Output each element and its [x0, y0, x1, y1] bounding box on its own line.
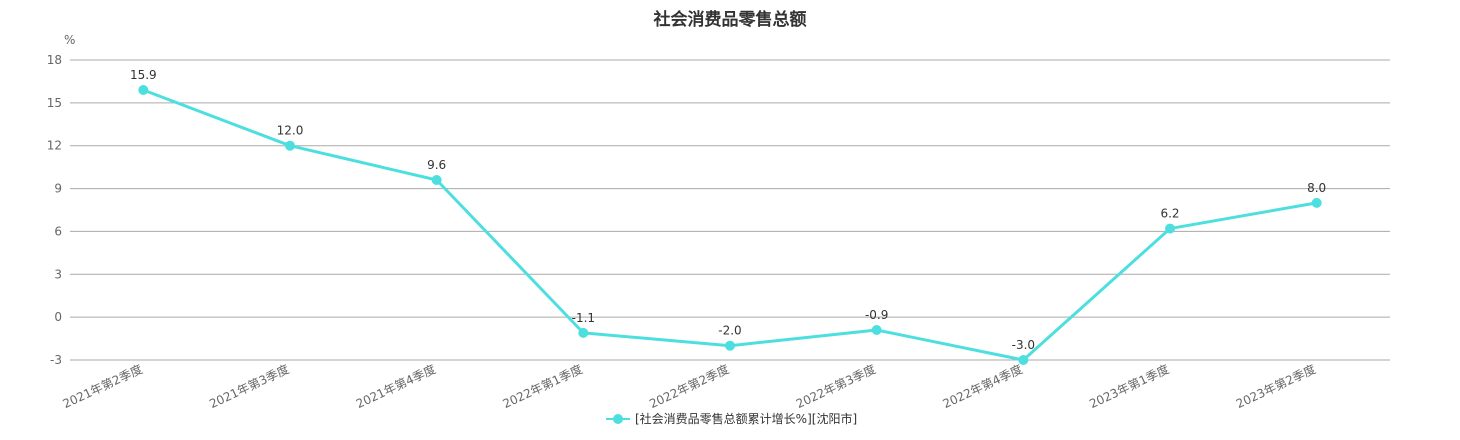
data-label: -2.0 — [718, 324, 741, 338]
series-layer — [138, 85, 1322, 365]
legend-marker-icon — [613, 414, 623, 424]
series-line — [142, 88, 1317, 362]
y-tick-label: 6 — [54, 224, 62, 238]
x-tick-label: 2022年第4季度 — [940, 361, 1024, 411]
y-tick-label: 18 — [47, 53, 62, 67]
data-label: -3.0 — [1012, 338, 1035, 352]
data-point[interactable] — [725, 340, 735, 351]
data-label: 9.6 — [427, 158, 446, 172]
y-axis-unit: % — [64, 33, 75, 47]
data-point[interactable] — [871, 325, 882, 335]
data-point[interactable] — [285, 140, 295, 151]
data-label: -0.9 — [865, 308, 888, 322]
chart-title: 社会消费品零售总额 — [653, 9, 807, 30]
x-tick-label: 2021年第4季度 — [353, 361, 437, 411]
legend-label: [社会消费品零售总额累计增长%][沈阳市] — [635, 411, 857, 426]
x-tick-label: 2023年第1季度 — [1087, 361, 1171, 411]
y-axis-ticks: 18 15 12 9 6 3 0 -3 — [47, 53, 62, 367]
data-label: -1.1 — [572, 311, 595, 325]
x-tick-label: 2023年第2季度 — [1233, 361, 1317, 411]
data-point[interactable] — [431, 175, 442, 185]
x-axis-ticks: 2021年第2季度 2021年第3季度 2021年第4季度 2022年第1季度 2022… — [60, 361, 1318, 411]
data-point[interactable] — [138, 85, 149, 95]
data-point[interactable] — [578, 327, 589, 338]
data-point[interactable] — [1311, 197, 1322, 208]
y-tick-label: 15 — [47, 96, 62, 110]
y-tick-label: -3 — [50, 353, 62, 367]
data-point[interactable] — [1018, 355, 1029, 365]
data-label: 8.0 — [1307, 181, 1326, 195]
y-tick-label: 0 — [54, 310, 62, 324]
x-tick-label: 2022年第1季度 — [500, 361, 584, 411]
data-point[interactable] — [1165, 223, 1175, 234]
data-label: 15.9 — [130, 68, 157, 82]
y-tick-label: 12 — [47, 139, 62, 153]
grid-lines — [70, 59, 1390, 361]
x-tick-label: 2021年第2季度 — [60, 361, 144, 411]
legend[interactable]: [社会消费品零售总额累计增长%][沈阳市] — [606, 411, 857, 426]
x-tick-label: 2022年第2季度 — [647, 361, 731, 411]
y-tick-label: 3 — [54, 267, 62, 281]
y-tick-label: 9 — [54, 182, 62, 196]
data-label: 6.2 — [1160, 207, 1179, 221]
data-labels: 15.9 12.0 9.6 -1.1 -2.0 -0.9 -3.0 6.2 8.0 — [130, 68, 1326, 352]
x-tick-label: 2022年第3季度 — [793, 361, 877, 411]
data-label: 12.0 — [277, 124, 304, 138]
x-tick-label: 2021年第3季度 — [207, 361, 291, 411]
